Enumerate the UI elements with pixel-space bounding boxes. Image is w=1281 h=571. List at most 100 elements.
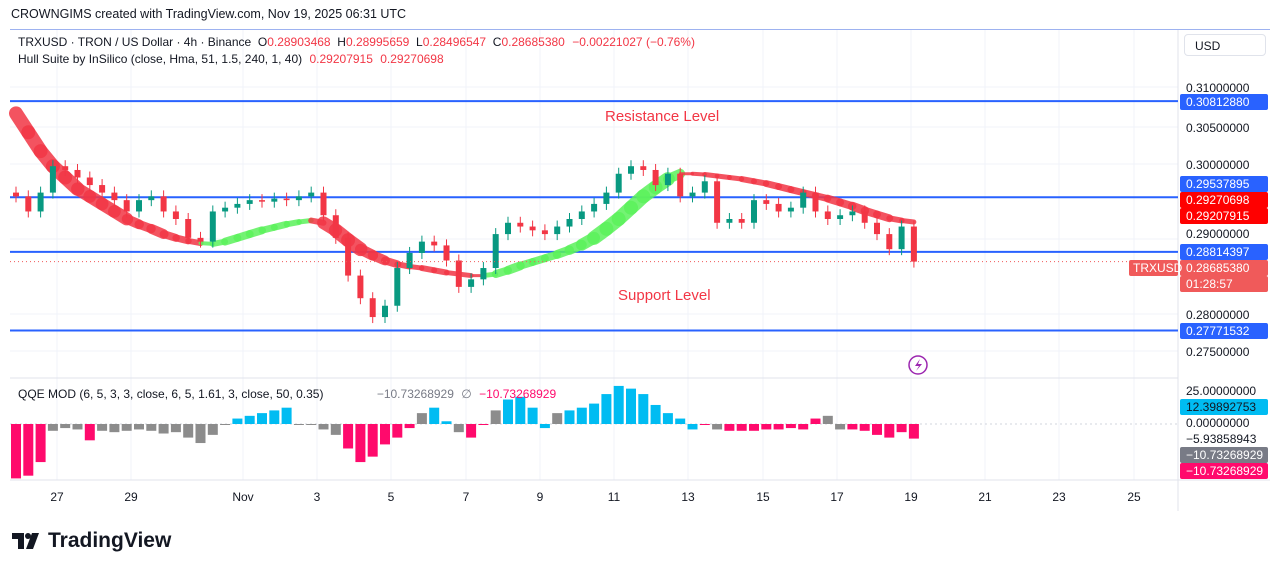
candle-body <box>308 192 315 197</box>
candle-body <box>382 305 388 318</box>
qqe-bar <box>244 415 255 424</box>
candle-body <box>283 198 290 201</box>
time-axis-label: 11 <box>607 490 621 504</box>
candle-body <box>775 203 782 212</box>
resistance-annotation: Resistance Level <box>605 108 720 125</box>
candle-body <box>246 200 253 204</box>
close-value: 0.28685380 <box>501 35 565 49</box>
candle-body <box>652 169 659 186</box>
price-tag: 01:28:57 <box>1180 276 1268 292</box>
qqe-bar <box>662 413 673 424</box>
qqe-bar <box>601 394 612 424</box>
hull-value-1: 0.29207915 <box>309 52 373 66</box>
symbol-tag: TRXUSD <box>1129 260 1182 276</box>
candle-body <box>517 222 524 227</box>
qqe-bar <box>576 407 587 424</box>
qqe-bar <box>441 421 452 424</box>
qqe-bar <box>490 410 501 424</box>
qqe-bar <box>183 424 194 438</box>
candle-body <box>701 181 708 193</box>
candle-body <box>320 192 327 216</box>
candle-body <box>431 241 438 246</box>
candle-body <box>418 241 425 253</box>
candle-body <box>886 234 893 250</box>
hull-name: Hull Suite by InSilico (close, Hma, 51, … <box>18 52 303 66</box>
candle-body <box>714 181 721 223</box>
qqe-legend[interactable]: QQE MOD (6, 5, 3, 3, close, 6, 5, 1.61, … <box>18 387 556 401</box>
tradingview-logo[interactable]: TradingView <box>12 529 171 553</box>
time-axis-label: 15 <box>756 490 770 504</box>
qqe-bar <box>84 424 95 441</box>
qqe-bar <box>638 394 649 424</box>
qqe-bar <box>232 418 243 424</box>
candle-body <box>332 215 339 238</box>
qqe-bar <box>35 424 46 463</box>
qqe-bar <box>785 424 796 429</box>
price-tag: 0.28814397 <box>1180 244 1268 260</box>
candle-body <box>812 192 819 212</box>
candle-body <box>455 260 462 287</box>
candle-body <box>529 226 536 231</box>
candle-body <box>443 245 450 261</box>
candle-body <box>394 268 401 306</box>
price-tag: 0.29270698 <box>1180 192 1268 208</box>
time-axis-label: 27 <box>50 490 64 504</box>
qqe-bar <box>121 424 132 431</box>
candle-body <box>726 219 733 223</box>
qqe-bar <box>109 424 120 433</box>
candle-body <box>37 192 44 212</box>
candle-body <box>492 234 499 269</box>
qqe-bar <box>687 424 698 430</box>
qqe-bar <box>11 424 21 479</box>
qqe-bar <box>626 388 636 424</box>
price-tag: 0.28685380 <box>1180 260 1268 276</box>
candle-body <box>406 252 413 269</box>
qqe-bar <box>859 424 870 431</box>
price-tag: 0.29207915 <box>1180 208 1268 224</box>
qqe-bar <box>552 413 563 424</box>
time-axis-label: 13 <box>681 490 695 504</box>
qqe-bar <box>380 424 390 445</box>
qqe-axis-label: 25.00000000 <box>1186 384 1257 398</box>
hull-legend[interactable]: Hull Suite by InSilico (close, Hma, 51, … <box>18 52 444 66</box>
lightning-icon[interactable] <box>908 355 928 375</box>
qqe-bar <box>416 413 427 424</box>
qqe-axis-label: 0.00000000 <box>1186 416 1250 430</box>
qqe-bar <box>134 424 144 430</box>
currency-button[interactable]: USD <box>1184 34 1266 56</box>
support-annotation: Support Level <box>618 287 711 304</box>
price-tag: 0.27771532 <box>1180 323 1268 339</box>
candle-body <box>209 211 216 242</box>
qqe-tag: 12.39892753 <box>1180 399 1268 415</box>
qqe-bar <box>515 396 526 424</box>
candle-body <box>62 166 69 170</box>
candle-body <box>603 192 610 204</box>
candle-body <box>689 192 696 197</box>
qqe-bar <box>847 424 858 430</box>
hull-segment <box>899 218 917 225</box>
candle-body <box>751 200 757 223</box>
price-axis-label: 0.27500000 <box>1186 345 1250 359</box>
price-tag: 0.30812880 <box>1180 94 1268 110</box>
symbol-info: TRXUSD · TRON / US Dollar · 4h · Binance <box>18 35 252 49</box>
candle-body <box>136 200 142 212</box>
qqe-bar <box>650 404 661 424</box>
close-label: C <box>492 35 502 49</box>
candle-body <box>554 226 561 235</box>
candle-body <box>74 169 81 178</box>
qqe-bar <box>466 424 477 438</box>
candle-body <box>874 222 880 235</box>
candle-body <box>123 200 130 212</box>
qqe-bar <box>822 415 833 424</box>
qqe-bar <box>589 403 600 424</box>
candle-body <box>160 196 167 212</box>
candle-body <box>480 268 487 280</box>
time-axis-label: Nov <box>232 490 254 504</box>
open-label: O <box>257 35 268 49</box>
candle-body <box>197 237 204 242</box>
qqe-bar <box>453 424 464 433</box>
qqe-bar <box>810 418 821 424</box>
candle-body <box>800 192 807 208</box>
candle-body <box>787 207 794 212</box>
